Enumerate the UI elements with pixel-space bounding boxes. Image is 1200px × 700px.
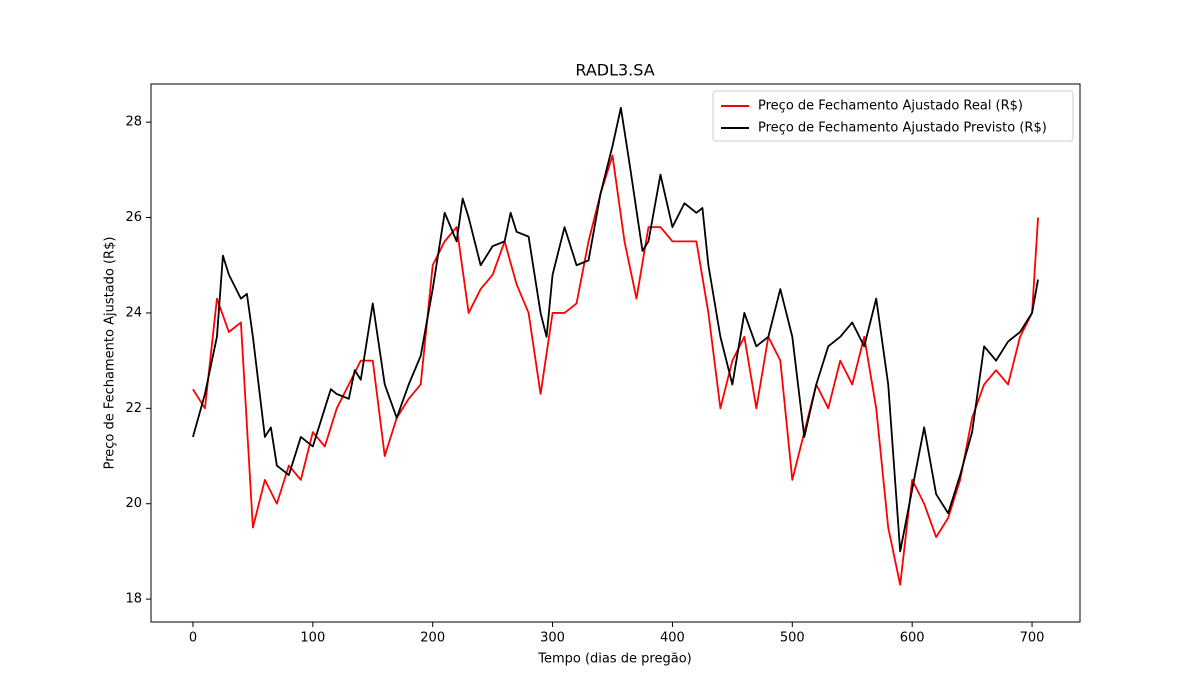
- x-tick-label: 500: [780, 631, 805, 646]
- x-tick-label: 0: [189, 631, 197, 646]
- legend-box: [712, 90, 1074, 142]
- y-tick-label: 18: [125, 592, 142, 607]
- legend-label: Preço de Fechamento Ajustado Previsto (R…: [758, 121, 1047, 136]
- line-series: [192, 154, 1039, 586]
- x-tick-label: 200: [420, 631, 445, 646]
- y-tick-label: 22: [125, 401, 142, 416]
- y-tick-label: 20: [125, 496, 142, 511]
- plot-frame: [150, 83, 1081, 623]
- x-tick-label: 700: [1020, 631, 1045, 646]
- x-tick-label: 300: [540, 631, 565, 646]
- y-axis-label: Preço de Fechamento Ajustado (R$): [103, 237, 118, 470]
- x-tick-label: 400: [660, 631, 685, 646]
- chart-title: RADL3.SA: [575, 61, 654, 80]
- y-tick-label: 24: [125, 305, 142, 320]
- line-series: [192, 106, 1039, 553]
- y-tick-label: 26: [125, 210, 142, 225]
- legend-label: Preço de Fechamento Ajustado Real (R$): [758, 99, 1023, 114]
- y-tick-label: 28: [125, 115, 142, 130]
- x-tick-label: 100: [300, 631, 325, 646]
- x-tick-label: 600: [900, 631, 925, 646]
- x-axis-label: Tempo (dias de pregão): [537, 652, 691, 667]
